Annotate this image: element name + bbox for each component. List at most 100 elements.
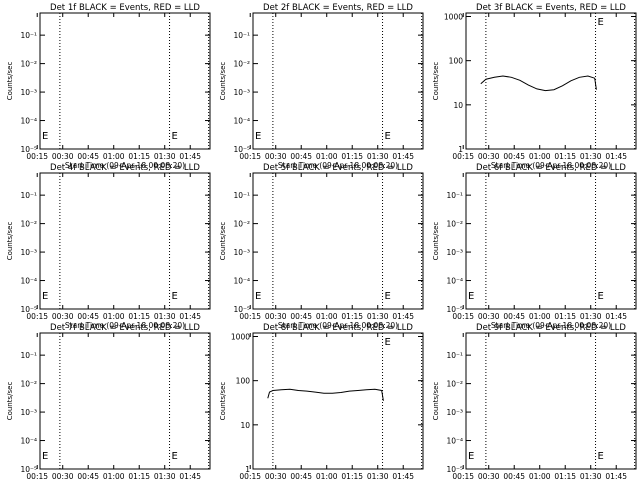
y-axis-label: Counts/sec xyxy=(432,62,440,101)
y-tick-label: 10⁻³ xyxy=(20,88,37,97)
panel-title: Det 4f BLACK = Events, RED = LLD xyxy=(50,163,200,173)
panel-title: Det 6f BLACK = Events, RED = LLD xyxy=(476,163,626,173)
x-tick-label: 00:45 xyxy=(290,472,312,480)
y-tick-label: 10⁻¹ xyxy=(233,191,250,200)
x-tick-label: 01:00 xyxy=(316,152,338,161)
panel-det-6: Det 6f BLACK = Events, RED = LLD 00:15 00:… xyxy=(432,163,637,330)
event-marker: E xyxy=(255,291,261,302)
y-tick-label: 10⁻⁴ xyxy=(446,277,463,286)
x-tick-label: 00:45 xyxy=(290,152,312,161)
panel-title: Det 9f BLACK = Events, RED = LLD xyxy=(476,323,626,333)
x-axis-label: Start Time (09-Apr-18 00:08:20) xyxy=(65,161,185,170)
panel-det-1: Det 1f BLACK = Events, RED = LLD 00:15 00:… xyxy=(6,3,211,170)
events-series-line xyxy=(267,388,384,401)
panel-title: Det 1f BLACK = Events, RED = LLD xyxy=(50,3,200,13)
panel-det-8: Det 8f BLACK = Events, RED = LLD 00:15 00:… xyxy=(219,323,424,480)
x-tick-label: 01:30 xyxy=(367,472,389,480)
event-marker: E xyxy=(468,291,474,302)
x-tick-label: 01:15 xyxy=(554,152,576,161)
x-tick-label: 00:30 xyxy=(265,312,287,321)
x-tick-label: 00:15 xyxy=(26,472,48,480)
x-tick-label: 01:00 xyxy=(529,152,551,161)
y-tick-label: 10⁻² xyxy=(20,60,37,69)
y-axis-label: Counts/sec xyxy=(432,382,440,421)
x-tick-label: 00:45 xyxy=(290,312,312,321)
x-tick-label: 01:30 xyxy=(154,152,176,161)
plot-frame xyxy=(252,172,424,310)
event-marker: E xyxy=(468,451,474,462)
x-tick-label: 00:30 xyxy=(52,312,74,321)
event-marker: E xyxy=(42,131,48,142)
x-tick-label: 01:30 xyxy=(367,152,389,161)
panel-det-9: Det 9f BLACK = Events, RED = LLD 00:15 00:… xyxy=(432,323,637,480)
y-axis-label: Counts/sec xyxy=(219,222,227,261)
y-tick-label: 10⁻³ xyxy=(20,408,37,417)
panel-title: Det 5f BLACK = Events, RED = LLD xyxy=(263,163,413,173)
event-marker: E xyxy=(42,451,48,462)
x-tick-label: 01:15 xyxy=(341,472,363,480)
y-tick-label: 1 xyxy=(245,465,250,474)
panel-det-7: Det 7f BLACK = Events, RED = LLD 00:15 00:… xyxy=(6,323,211,480)
x-tick-label: 01:45 xyxy=(179,152,201,161)
x-tick-label: 01:00 xyxy=(103,312,125,321)
panel-title: Det 7f BLACK = Events, RED = LLD xyxy=(50,323,200,333)
y-tick-label: 10⁻² xyxy=(446,220,463,229)
x-tick-label: 00:15 xyxy=(239,472,261,480)
y-axis-label: Counts/sec xyxy=(219,382,227,421)
x-tick-label: 01:30 xyxy=(367,312,389,321)
x-tick-label: 00:45 xyxy=(77,152,99,161)
x-tick-label: 00:45 xyxy=(503,472,525,480)
x-axis-label: Start Time (09-Apr-18 00:08:20) xyxy=(491,321,611,330)
y-tick-label: 10⁻¹ xyxy=(446,191,463,200)
y-tick-label: 10 xyxy=(240,421,250,430)
y-axis-label: Counts/sec xyxy=(6,62,14,101)
x-tick-label: 01:30 xyxy=(580,472,602,480)
y-tick-label: 10⁻³ xyxy=(233,88,250,97)
y-tick-label: 100 xyxy=(449,57,464,66)
x-tick-label: 00:15 xyxy=(452,152,474,161)
y-tick-label: 10⁻² xyxy=(233,60,250,69)
y-tick-label: 10⁻⁴ xyxy=(446,437,463,446)
y-tick-label: 10⁻⁴ xyxy=(233,117,250,126)
x-tick-label: 00:30 xyxy=(265,152,287,161)
y-axis-label: Counts/sec xyxy=(6,222,14,261)
x-tick-label: 00:30 xyxy=(478,152,500,161)
x-tick-label: 01:30 xyxy=(580,312,602,321)
y-tick-label: 100 xyxy=(236,377,251,386)
event-marker: E xyxy=(598,291,604,302)
event-marker: E xyxy=(255,131,261,142)
x-tick-label: 00:15 xyxy=(452,312,474,321)
y-tick-label: 10⁻⁴ xyxy=(233,277,250,286)
panel-title: Det 2f BLACK = Events, RED = LLD xyxy=(263,3,413,13)
x-tick-label: 01:00 xyxy=(103,152,125,161)
y-tick-label: 10⁻¹ xyxy=(20,31,37,40)
x-tick-label: 00:45 xyxy=(77,472,99,480)
y-tick-label: 10⁻⁵ xyxy=(20,305,37,314)
x-tick-label: 00:30 xyxy=(478,472,500,480)
x-tick-label: 01:45 xyxy=(605,312,627,321)
y-tick-label: 10⁻³ xyxy=(446,408,463,417)
x-tick-label: 00:15 xyxy=(26,152,48,161)
x-tick-label: 01:00 xyxy=(529,472,551,480)
x-tick-label: 01:00 xyxy=(316,312,338,321)
panel-title: Det 3f BLACK = Events, RED = LLD xyxy=(476,3,626,13)
y-tick-label: 10⁻³ xyxy=(233,248,250,257)
event-marker: E xyxy=(42,291,48,302)
x-tick-label: 01:15 xyxy=(341,152,363,161)
x-tick-label: 00:30 xyxy=(52,152,74,161)
x-tick-label: 01:15 xyxy=(341,312,363,321)
events-series-line xyxy=(480,75,597,92)
y-tick-label: 10⁻¹ xyxy=(233,31,250,40)
x-tick-label: 01:15 xyxy=(554,472,576,480)
panel-title: Det 8f BLACK = Events, RED = LLD xyxy=(263,323,413,333)
x-tick-label: 01:45 xyxy=(605,472,627,480)
x-tick-label: 01:45 xyxy=(179,312,201,321)
y-tick-label: 10⁻⁵ xyxy=(20,465,37,474)
plot-frame xyxy=(465,172,637,310)
plot-frame xyxy=(465,332,637,470)
y-axis-label: Counts/sec xyxy=(6,382,14,421)
y-tick-label: 10⁻⁴ xyxy=(20,437,37,446)
x-tick-label: 01:30 xyxy=(154,312,176,321)
x-tick-label: 00:45 xyxy=(77,312,99,321)
